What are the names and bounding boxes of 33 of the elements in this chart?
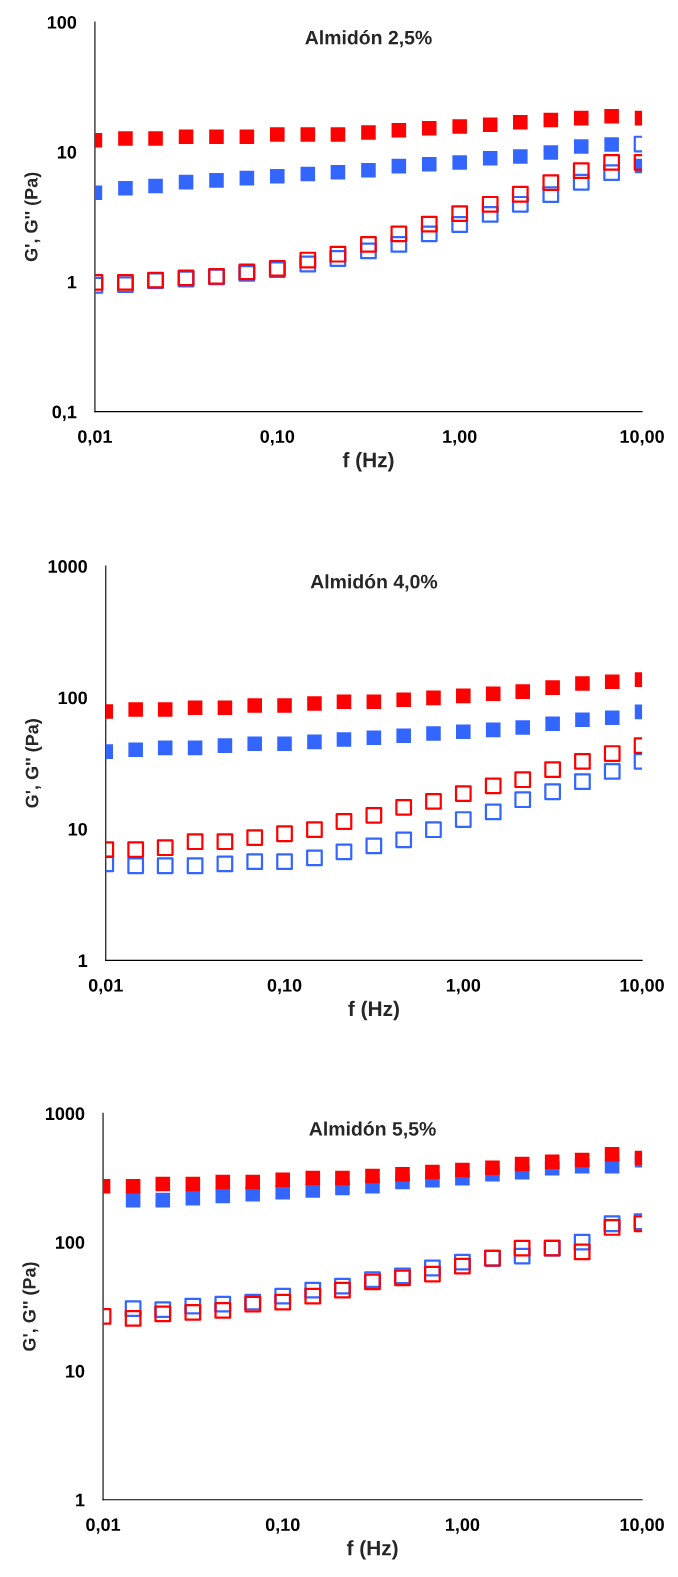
chart-title: Almidón 4,0% bbox=[310, 574, 438, 592]
y-tick-label: 10 bbox=[66, 1364, 85, 1378]
y-tick-label: 10 bbox=[57, 145, 77, 159]
y-tick-label: 1000 bbox=[45, 1107, 85, 1121]
x-tick-label: 1,00 bbox=[443, 430, 477, 446]
x-tick-label: 0,01 bbox=[78, 430, 112, 446]
y-axis-title: G', G'' (Pa) bbox=[25, 719, 42, 808]
y-axis-title: G', G'' (Pa) bbox=[24, 172, 42, 262]
y-tick-label: 100 bbox=[56, 1236, 85, 1249]
chart-title: Almidón 5,5% bbox=[309, 1121, 436, 1139]
y-tick-label: 1 bbox=[67, 275, 77, 289]
x-axis-title: f (Hz) bbox=[342, 452, 394, 472]
x-tick-label: 0,10 bbox=[260, 430, 295, 446]
x-tick-label: 0,10 bbox=[265, 1518, 300, 1534]
x-axis-title: f (Hz) bbox=[346, 1540, 398, 1560]
x-tick-label: 10,00 bbox=[620, 978, 664, 995]
y-tick-label: 10 bbox=[68, 822, 87, 836]
x-tick-label: 10,00 bbox=[620, 430, 664, 446]
y-tick-label: 1 bbox=[76, 1493, 85, 1507]
y-tick-label: 0,1 bbox=[52, 405, 77, 421]
x-tick-label: 10,00 bbox=[620, 1518, 664, 1534]
chart-title: Almidón 2,5% bbox=[305, 30, 432, 48]
x-tick-label: 0,01 bbox=[86, 1518, 121, 1534]
x-tick-label: 1,00 bbox=[445, 1518, 480, 1534]
y-axis-title: G', G'' (Pa) bbox=[22, 1262, 40, 1351]
x-tick-label: 0,10 bbox=[267, 978, 302, 995]
y-tick-label: 1 bbox=[78, 954, 88, 967]
y-tick-label: 1000 bbox=[48, 560, 87, 573]
y-tick-label: 100 bbox=[47, 16, 77, 29]
y-tick-label: 100 bbox=[58, 691, 87, 705]
x-axis-title: f (Hz) bbox=[348, 1000, 399, 1021]
x-tick-label: 1,00 bbox=[446, 978, 481, 995]
x-tick-label: 0,01 bbox=[88, 978, 123, 995]
